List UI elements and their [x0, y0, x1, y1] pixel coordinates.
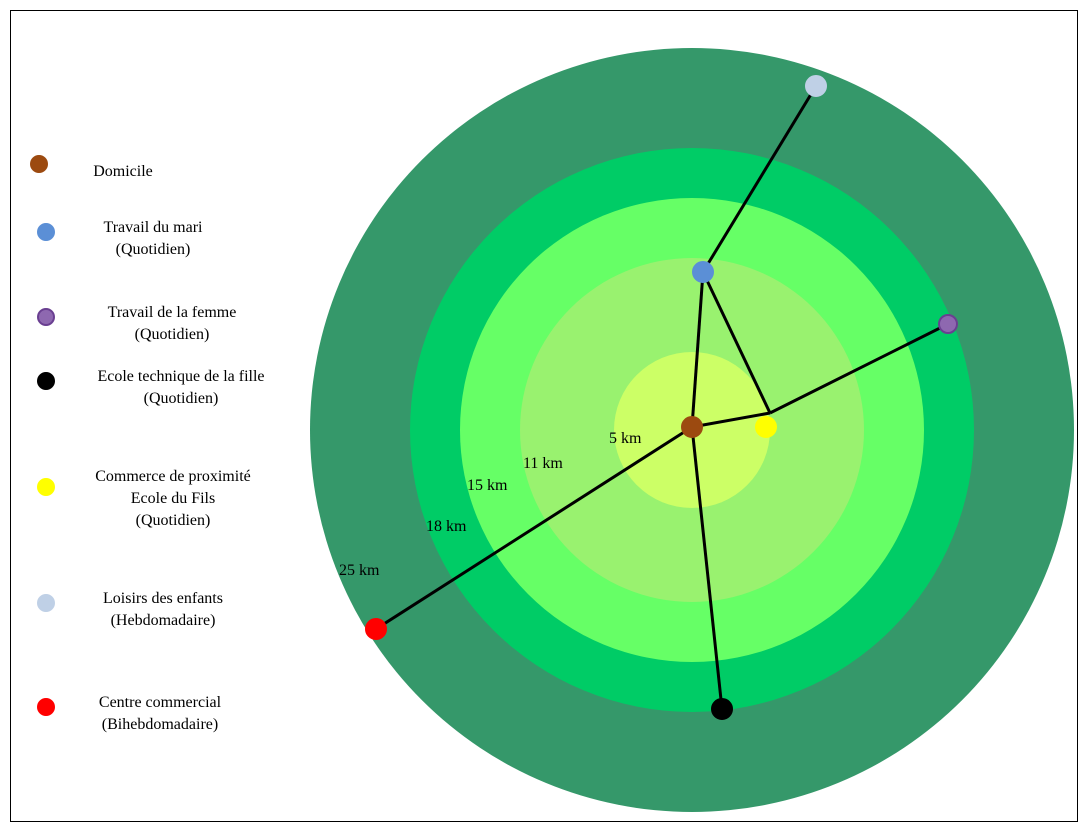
- ring-label-11-km: 11 km: [523, 455, 563, 472]
- distance-rings-diagram: 25 km 18 km 15 km 11 km 5 km: [310, 48, 1074, 812]
- legend-marker-domicile: [30, 155, 48, 173]
- legend-label-domicile: Domicile: [93, 163, 153, 180]
- route-line-home-junc: [691, 411, 771, 429]
- legend-label-centre: Centre commercial (Bihebdomadaire): [98, 694, 222, 733]
- route-line-junc-femme: [769, 322, 949, 415]
- location-centre: [365, 618, 387, 640]
- route-line-home-centre: [375, 425, 693, 631]
- ring-label-25-km: 25 km: [339, 562, 380, 579]
- route-line-home-fille: [690, 426, 724, 710]
- location-domicile: [681, 416, 703, 438]
- ring-label-5-km: 5 km: [609, 430, 642, 447]
- legend-label-commerce: Commerce de proximité Ecole du Fils (Quo…: [95, 468, 251, 529]
- location-travail-femme: [938, 314, 958, 334]
- legend-marker-commerce: [37, 478, 55, 496]
- route-line-mari-junc: [701, 271, 772, 414]
- ring-label-15-km: 15 km: [467, 477, 508, 494]
- legend-label-ecole-fille: Ecole technique de la fille (Quotidien): [97, 368, 265, 407]
- legend-label-loisirs: Loisirs des enfants (Hebdomadaire): [103, 590, 223, 629]
- legend-label-travail-mari: Travail du mari (Quotidien): [103, 219, 203, 258]
- legend-marker-centre: [37, 698, 55, 716]
- ring-label-18-km: 18 km: [426, 518, 467, 535]
- legend-marker-loisirs: [37, 594, 55, 612]
- location-commerce: [755, 416, 777, 438]
- diagram-frame: Domicile Travail du mari (Quotidien) Trava…: [10, 10, 1078, 822]
- legend-marker-ecole-fille: [37, 372, 55, 390]
- location-travail-mari: [692, 261, 714, 283]
- route-line-mari-loisir: [701, 85, 818, 273]
- legend-label-travail-femme: Travail de la femme (Quotidien): [107, 304, 237, 343]
- route-line-home-mari: [690, 271, 705, 428]
- location-loisirs: [805, 75, 827, 97]
- legend-marker-travail-mari: [37, 223, 55, 241]
- legend-marker-travail-femme: [37, 308, 55, 326]
- location-ecole-fille: [711, 698, 733, 720]
